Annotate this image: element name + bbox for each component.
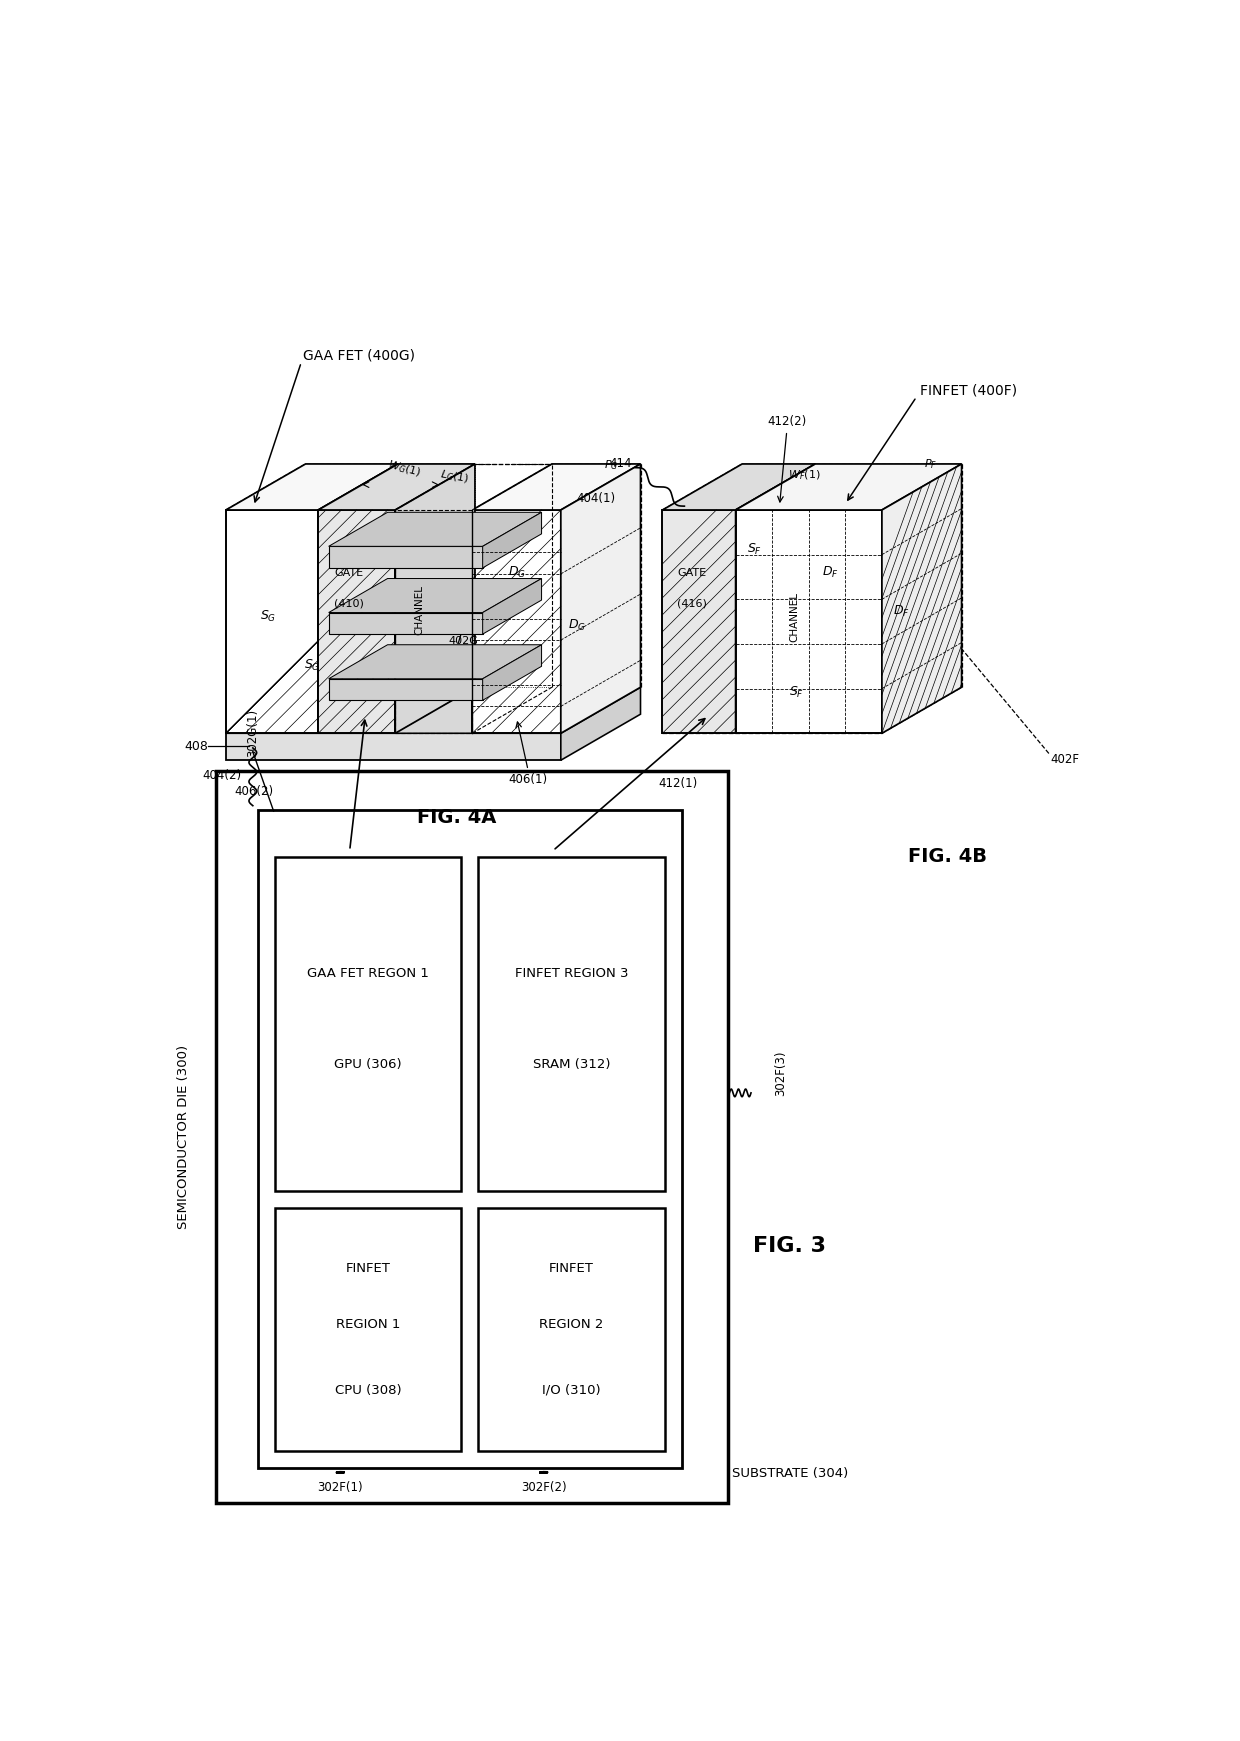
Polygon shape [319,463,475,510]
Polygon shape [472,463,641,510]
Text: FIG. 4B: FIG. 4B [908,846,987,865]
Polygon shape [226,688,641,733]
Text: $S_F$: $S_F$ [789,684,805,700]
Text: $S_G$: $S_G$ [304,658,320,674]
Polygon shape [396,463,475,733]
Polygon shape [329,679,482,700]
Text: 302F(3): 302F(3) [774,1052,787,1097]
Text: 404(2): 404(2) [202,770,242,782]
Text: CHANNEL: CHANNEL [790,592,800,642]
Text: (416): (416) [677,599,707,609]
Text: FINFET: FINFET [549,1262,594,1274]
Bar [275,857,461,1191]
Text: CPU (308): CPU (308) [335,1384,402,1396]
Polygon shape [329,644,542,679]
Text: GATE: GATE [335,568,363,578]
Text: CHANNEL: CHANNEL [414,585,424,635]
Bar [258,810,682,1468]
Bar [216,771,728,1502]
Text: 412(2): 412(2) [768,414,806,428]
Text: $D_F$: $D_F$ [893,604,909,620]
Polygon shape [482,512,542,568]
Text: $S_F$: $S_F$ [746,541,761,557]
Text: I/O (310): I/O (310) [542,1384,601,1396]
Text: FINFET: FINFET [346,1262,391,1274]
Text: $L_G(1)$: $L_G(1)$ [439,468,470,486]
Polygon shape [882,463,961,733]
Text: FIG. 3: FIG. 3 [753,1236,826,1257]
Text: 404(1): 404(1) [577,493,615,505]
Polygon shape [329,578,542,613]
Text: 302G(1): 302G(1) [247,709,259,757]
Text: 402G: 402G [448,635,477,646]
Polygon shape [482,578,542,634]
Text: GAA FET (400G): GAA FET (400G) [303,348,415,362]
Text: (410): (410) [334,599,365,609]
Polygon shape [329,512,542,547]
Text: $D_G$: $D_G$ [568,618,587,632]
Bar [275,1208,461,1450]
Text: $P_F$: $P_F$ [924,456,937,470]
Text: GPU (306): GPU (306) [335,1057,402,1071]
Text: REGION 2: REGION 2 [539,1318,604,1332]
Text: 302F(1): 302F(1) [317,1482,363,1494]
Text: 406(1): 406(1) [508,773,548,785]
Polygon shape [735,510,882,733]
Text: GAA FET REGON 1: GAA FET REGON 1 [308,968,429,980]
Text: 408: 408 [185,740,208,752]
Text: SEMICONDUCTOR DIE (300): SEMICONDUCTOR DIE (300) [177,1045,190,1229]
Text: 414: 414 [609,458,631,470]
Polygon shape [482,644,542,700]
Polygon shape [560,688,641,761]
Polygon shape [735,463,815,733]
Polygon shape [472,510,560,733]
Polygon shape [226,733,560,761]
Text: $S_G$: $S_G$ [260,609,277,625]
Text: 406(2): 406(2) [234,785,273,797]
Polygon shape [560,463,641,733]
Text: SUBSTRATE (304): SUBSTRATE (304) [732,1466,848,1480]
Polygon shape [735,463,961,510]
Polygon shape [319,510,396,733]
Text: FINFET (400F): FINFET (400F) [920,383,1018,397]
Polygon shape [662,510,735,733]
Text: $P_G$: $P_G$ [604,458,618,472]
Text: REGION 1: REGION 1 [336,1318,401,1332]
Text: 412(1): 412(1) [658,776,697,790]
Polygon shape [329,613,482,634]
Polygon shape [319,463,398,733]
Text: $D_F$: $D_F$ [822,566,839,580]
Text: FIG. 4A: FIG. 4A [417,808,496,827]
Polygon shape [662,463,815,510]
Text: 402F: 402F [1050,754,1079,766]
Text: SRAM (312): SRAM (312) [533,1057,610,1071]
Text: $D_G$: $D_G$ [507,566,526,580]
Bar [479,1208,665,1450]
Text: FINFET REGION 3: FINFET REGION 3 [515,968,629,980]
Text: 302F(2): 302F(2) [521,1482,567,1494]
Text: GATE: GATE [677,568,707,578]
Polygon shape [226,510,319,733]
Polygon shape [329,547,482,568]
Text: $W_G(1)$: $W_G(1)$ [386,458,423,481]
Polygon shape [226,463,398,510]
Text: $W_F(1)$: $W_F(1)$ [787,468,821,482]
Bar [479,857,665,1191]
